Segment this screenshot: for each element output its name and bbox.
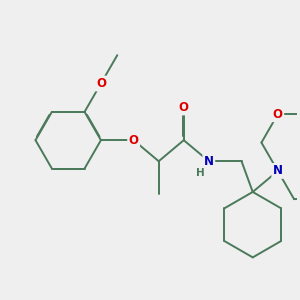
Text: O: O: [273, 108, 283, 121]
Text: O: O: [129, 134, 139, 147]
Text: N: N: [273, 164, 283, 177]
Text: O: O: [179, 101, 189, 114]
Text: H: H: [196, 168, 205, 178]
Text: N: N: [204, 155, 214, 168]
Text: O: O: [96, 77, 106, 90]
